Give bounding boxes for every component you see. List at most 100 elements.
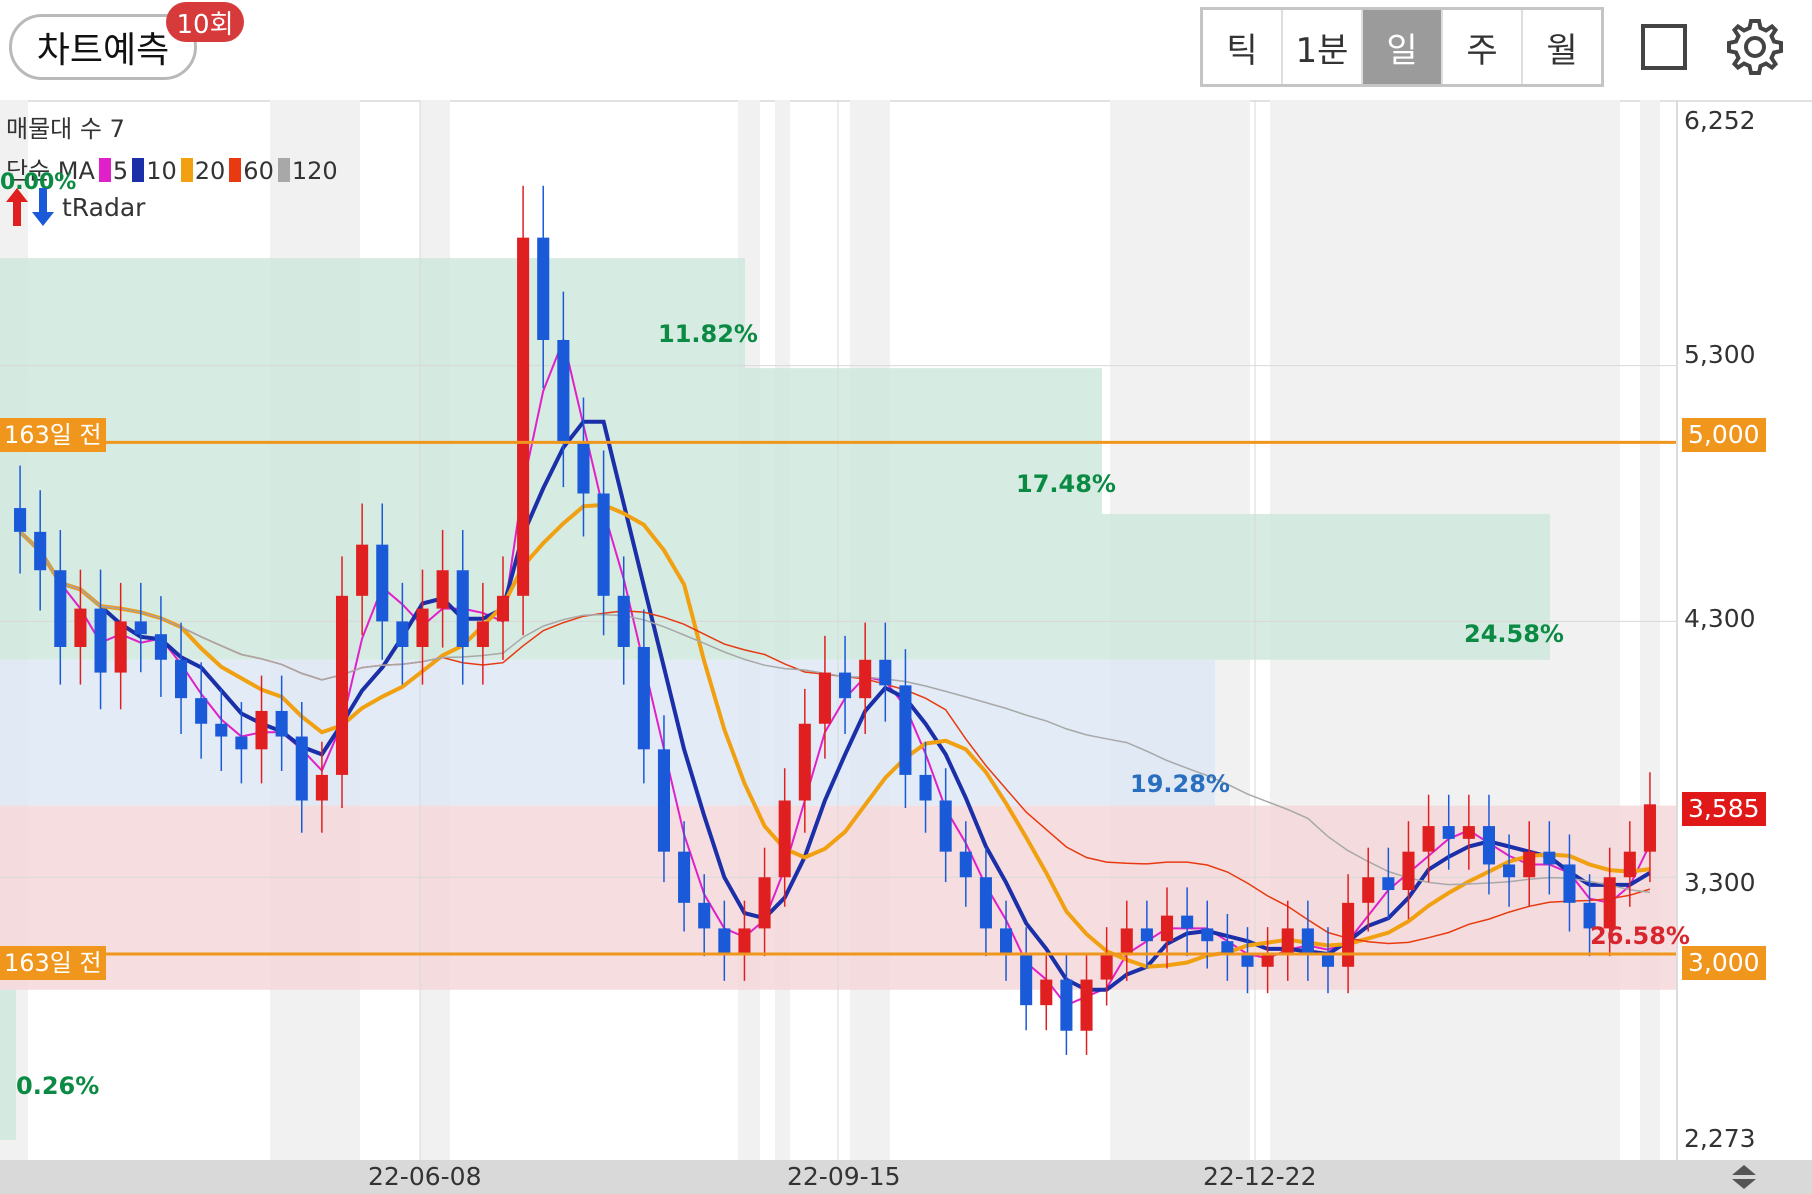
period-day[interactable]: 일 — [1363, 10, 1443, 84]
candle-body — [637, 646, 650, 750]
axis-divider — [1676, 100, 1678, 1160]
candle-body — [1362, 877, 1375, 903]
candle-body — [416, 608, 429, 647]
candle-body — [798, 723, 811, 801]
tradar-indicator[interactable]: tRadar — [6, 188, 145, 226]
candle-body — [376, 544, 389, 622]
candle-body — [114, 621, 127, 673]
top-toolbar: 차트예측 10회 틱 1분 일 주 월 — [0, 0, 1812, 102]
zone-label-3: 24.58% — [1464, 620, 1564, 648]
candle-body — [396, 621, 409, 647]
chart-predict-button[interactable]: 차트예측 — [9, 14, 197, 80]
candle-body — [718, 928, 731, 955]
line-tag-upper: 163일 전 — [0, 418, 106, 452]
candle-body — [14, 508, 27, 532]
candle-body — [919, 774, 932, 801]
candle-body — [1342, 902, 1355, 967]
candle-body — [1261, 954, 1274, 967]
line-tag-lower: 163일 전 — [0, 946, 106, 980]
candle-body — [1160, 915, 1174, 942]
candle-body — [1000, 928, 1013, 955]
price-tick-bottom: 2,273 — [1684, 1124, 1756, 1153]
ma-line — [18, 502, 1651, 969]
candle-body — [1422, 826, 1435, 852]
ma5-label: 5 — [112, 157, 129, 185]
candle-body — [1543, 851, 1556, 865]
candle-body — [657, 749, 670, 852]
candle-body — [1201, 928, 1214, 942]
candle-body — [557, 339, 570, 443]
candle-body — [1321, 954, 1335, 967]
volume-zone — [0, 989, 16, 1140]
candle-body — [1060, 979, 1073, 1031]
candle-body — [1623, 851, 1636, 878]
candle-body — [839, 672, 852, 699]
candle-body — [537, 237, 550, 340]
ma-legend: 단순 MA 5 10 20 60 120 — [6, 150, 338, 192]
arrow-up-icon — [6, 188, 28, 226]
candle-body — [235, 736, 248, 750]
candle-body — [1241, 954, 1254, 967]
candle-body — [1281, 928, 1294, 955]
candle-body — [1140, 928, 1153, 942]
candle-body — [1603, 877, 1616, 929]
candle-body — [134, 621, 147, 635]
period-month[interactable]: 월 — [1546, 30, 1578, 71]
candle-body — [436, 570, 449, 609]
candle-body — [1402, 851, 1415, 891]
candle-body — [315, 774, 328, 801]
candle-body — [1120, 928, 1133, 955]
ma20-label: 20 — [194, 157, 226, 185]
candle-body — [335, 595, 349, 775]
fullscreen-square-icon[interactable] — [1641, 24, 1687, 70]
price-chart[interactable] — [0, 100, 1812, 1160]
candle-body — [1643, 804, 1656, 852]
candle-body — [1301, 928, 1314, 955]
price-tick-4300: 4,300 — [1684, 604, 1756, 633]
candle-body — [1040, 979, 1053, 1006]
volume-zone — [0, 659, 1215, 806]
period-week[interactable]: 주 — [1443, 10, 1523, 84]
ma60-label: 60 — [243, 157, 274, 185]
candle-body — [597, 493, 610, 596]
price-line-tag-5000: 5,000 — [1682, 418, 1766, 452]
scroll-handle-icon[interactable] — [1726, 1163, 1762, 1191]
candle-body — [1382, 877, 1395, 891]
candle-body — [1020, 954, 1033, 1006]
ma60-swatch — [229, 158, 242, 182]
candle-body — [1080, 979, 1093, 1031]
candle-body — [818, 672, 831, 724]
ma10-swatch — [132, 158, 145, 182]
zone-label-2: 17.48% — [1016, 470, 1116, 498]
zone-label-4: 19.28% — [1130, 770, 1230, 798]
gear-icon[interactable] — [1724, 16, 1786, 78]
zone-label-5: 26.58% — [1590, 922, 1690, 950]
date-axis-bar — [0, 1160, 1812, 1194]
ma20-swatch — [180, 158, 193, 182]
candle-body — [939, 800, 952, 852]
period-tick[interactable]: 틱 — [1203, 10, 1283, 84]
zone-label-1: 11.82% — [658, 320, 758, 348]
ma-prefix: 단순 MA — [6, 157, 95, 185]
candle-body — [34, 531, 47, 571]
candle-body — [476, 621, 489, 647]
candle-body — [859, 659, 872, 699]
candle-body — [1221, 941, 1234, 955]
period-1min[interactable]: 1분 — [1283, 10, 1363, 84]
date-label-3-top: 22-12-22 — [1203, 1162, 1317, 1191]
candle-body — [275, 710, 288, 737]
date-label-1-top: 22-06-08 — [368, 1162, 482, 1191]
chart-legend: 매물대 수 7 단순 MA 5 10 20 60 120 — [6, 108, 338, 192]
candle-body — [1563, 864, 1576, 903]
ma10-label: 10 — [146, 157, 177, 185]
ma120-swatch — [277, 158, 290, 182]
candle-body — [1503, 864, 1516, 878]
volume-zone — [0, 513, 1550, 660]
candle-body — [678, 851, 691, 903]
current-price-tag: 3,585 — [1682, 792, 1766, 826]
candle-body — [255, 710, 268, 750]
candle-body — [758, 877, 771, 929]
chart-predict-label: 차트예측 — [36, 30, 170, 71]
tradar-label: tRadar — [62, 192, 146, 222]
candle-body — [698, 902, 711, 929]
